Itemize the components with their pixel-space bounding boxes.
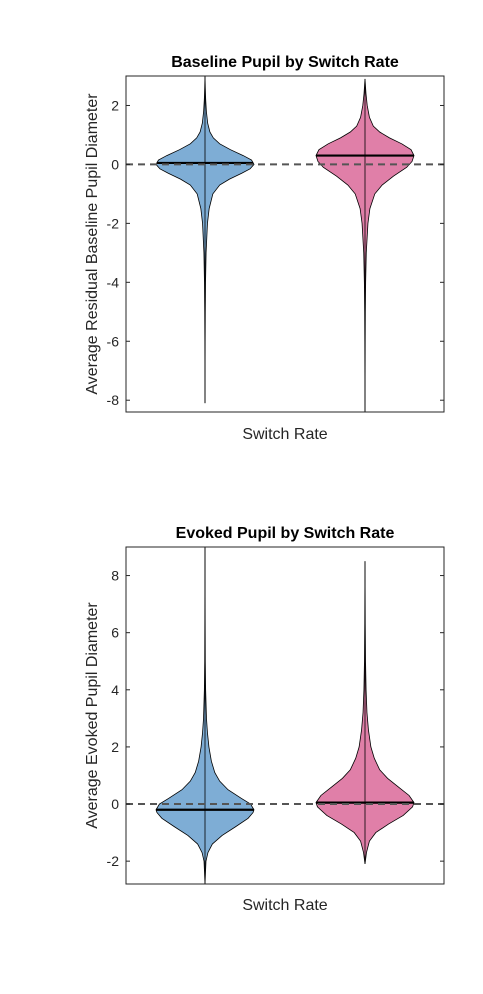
y-tick-label: 4 [111, 682, 119, 698]
y-tick-label: 8 [111, 568, 119, 584]
x-axis-label: Switch Rate [242, 426, 327, 443]
y-tick-label: 2 [111, 739, 119, 755]
y-tick-label: 0 [111, 796, 119, 812]
axes-box [125, 546, 445, 885]
chart-title: Evoked Pupil by Switch Rate [176, 525, 395, 542]
panel-1: -8 -6 -4 -2 0 2 Baseline Pupil by Switch Rate S… [84, 54, 445, 443]
y-tick-label: 2 [111, 97, 119, 113]
y-tick-label: 6 [111, 625, 119, 641]
y-tick-label: -2 [107, 853, 120, 869]
y-tick-label: -6 [107, 333, 120, 349]
y-tick-label: -8 [107, 392, 120, 408]
y-tick-label: -4 [107, 274, 120, 290]
x-axis-label: Switch Rate [242, 897, 327, 914]
y-tick-label: 0 [111, 156, 119, 172]
y-axis-label: Average Evoked Pupil Diameter [84, 602, 101, 829]
y-axis-label: Average Residual Baseline Pupil Diameter [84, 93, 101, 395]
panel-2: -2 0 2 4 6 8 Evoked Pupil by Switch Rate Switch… [84, 525, 445, 914]
chart-title: Baseline Pupil by Switch Rate [171, 54, 399, 71]
axes-box [125, 75, 445, 413]
y-tick-label: -2 [107, 215, 120, 231]
